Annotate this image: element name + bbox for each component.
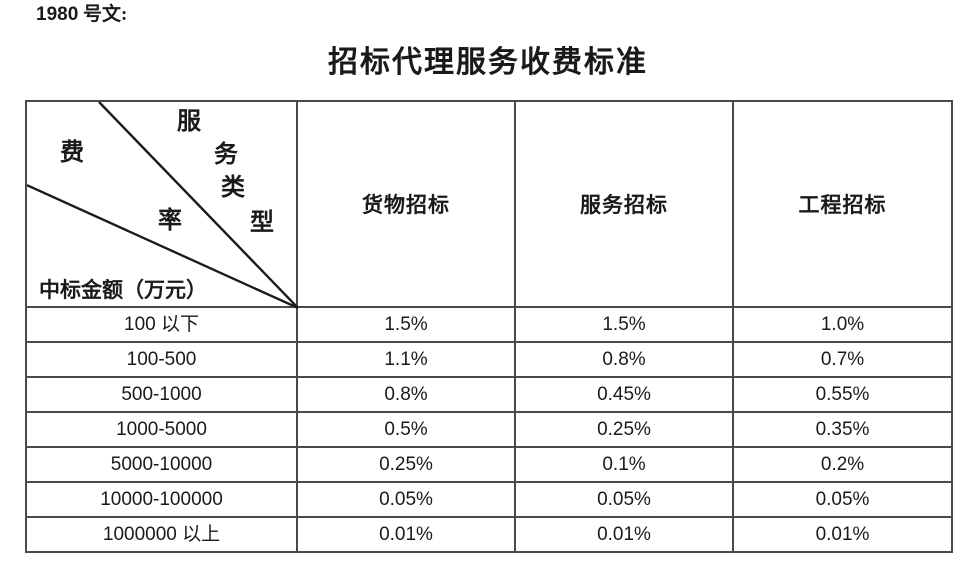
fee-value-cell: 0.8% bbox=[514, 341, 734, 378]
table-row: 100-500 1.1% 0.8% 0.7% bbox=[25, 341, 953, 378]
fee-value-cell: 1.5% bbox=[514, 306, 734, 343]
column-header-goods: 货物招标 bbox=[296, 100, 516, 308]
fee-value-cell: 0.01% bbox=[514, 516, 734, 553]
fee-value-cell: 0.05% bbox=[732, 481, 953, 518]
row-range-cell: 100-500 bbox=[25, 341, 298, 378]
row-range-cell: 500-1000 bbox=[25, 376, 298, 413]
table-row: 1000-5000 0.5% 0.25% 0.35% bbox=[25, 411, 953, 448]
row-range-cell: 10000-100000 bbox=[25, 481, 298, 518]
fee-value-cell: 0.01% bbox=[296, 516, 516, 553]
corner-label-fee-char2: 率 bbox=[158, 208, 182, 234]
fee-value-cell: 0.7% bbox=[732, 341, 953, 378]
table-row: 500-1000 0.8% 0.45% 0.55% bbox=[25, 376, 953, 413]
table-row: 10000-100000 0.05% 0.05% 0.05% bbox=[25, 481, 953, 518]
fee-value-cell: 1.5% bbox=[296, 306, 516, 343]
corner-label-bid-amount: 中标金额（万元） bbox=[39, 278, 207, 302]
fee-value-cell: 0.01% bbox=[732, 516, 953, 553]
table-row: 5000-10000 0.25% 0.1% 0.2% bbox=[25, 446, 953, 483]
corner-label-fee-char1: 费 bbox=[60, 140, 84, 166]
fee-value-cell: 0.5% bbox=[296, 411, 516, 448]
fee-value-cell: 0.25% bbox=[514, 411, 734, 448]
row-range-cell: 100 以下 bbox=[25, 306, 298, 343]
fee-table: 服 务 类 型 费 率 中标金额（万元） 货物招标 服务招标 工程招标 100 … bbox=[25, 100, 953, 553]
doc-number: 1980 bbox=[36, 4, 79, 25]
table-row: 1000000 以上 0.01% 0.01% 0.01% bbox=[25, 516, 953, 553]
column-header-service: 服务招标 bbox=[514, 100, 734, 308]
fee-value-cell: 0.05% bbox=[296, 481, 516, 518]
fee-value-cell: 0.55% bbox=[732, 376, 953, 413]
table-row: 100 以下 1.5% 1.5% 1.0% bbox=[25, 306, 953, 343]
page-title: 招标代理服务收费标准 bbox=[328, 46, 648, 79]
row-range-cell: 1000000 以上 bbox=[25, 516, 298, 553]
corner-diagonal-lines-icon bbox=[26, 101, 299, 310]
fee-value-cell: 0.1% bbox=[514, 446, 734, 483]
row-range-cell: 1000-5000 bbox=[25, 411, 298, 448]
fee-value-cell: 0.8% bbox=[296, 376, 516, 413]
fee-value-cell: 0.45% bbox=[514, 376, 734, 413]
column-header-engineering: 工程招标 bbox=[732, 100, 953, 308]
fee-value-cell: 0.05% bbox=[514, 481, 734, 518]
row-range-cell: 5000-10000 bbox=[25, 446, 298, 483]
corner-label-service-type-char2: 务 bbox=[214, 142, 238, 168]
fee-value-cell: 1.0% bbox=[732, 306, 953, 343]
corner-cell: 服 务 类 型 费 率 中标金额（万元） bbox=[25, 100, 299, 310]
fee-value-cell: 0.25% bbox=[296, 446, 516, 483]
corner-label-service-type-char1: 服 bbox=[177, 109, 201, 135]
fee-value-cell: 1.1% bbox=[296, 341, 516, 378]
corner-label-service-type-char3: 类 bbox=[221, 175, 245, 201]
fee-value-cell: 0.2% bbox=[732, 446, 953, 483]
header-row: 服 务 类 型 费 率 中标金额（万元） 货物招标 服务招标 工程招标 bbox=[25, 100, 953, 310]
doc-number-label: 1980 号文: bbox=[36, 4, 127, 27]
fee-value-cell: 0.35% bbox=[732, 411, 953, 448]
corner-label-service-type-char4: 型 bbox=[250, 210, 274, 236]
doc-number-suffix: 号文: bbox=[83, 4, 128, 25]
